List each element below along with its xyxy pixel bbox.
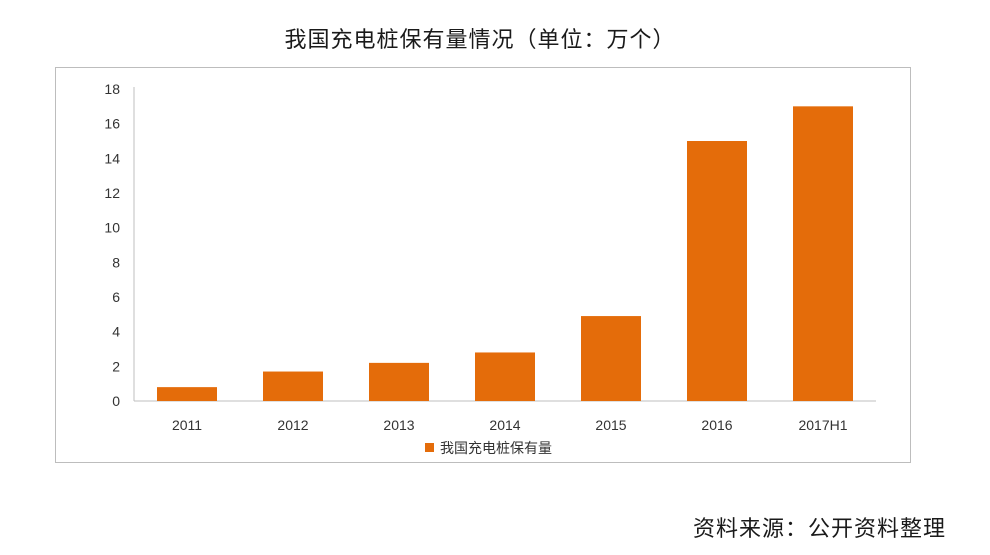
bar <box>793 106 853 402</box>
bar <box>581 316 641 401</box>
y-tick-label: 2 <box>112 358 120 374</box>
legend-label: 我国充电桩保有量 <box>440 440 552 457</box>
bar <box>687 141 747 401</box>
x-tick-label: 2017H1 <box>798 417 847 433</box>
chart-frame: 0 2 4 6 8 10 12 14 16 18 2011 2012 2013 2014 2015 2016 2… <box>55 67 911 463</box>
bar <box>263 371 323 401</box>
x-tick-label: 2014 <box>489 417 520 433</box>
y-tick-label: 16 <box>104 116 120 132</box>
bar <box>369 362 429 401</box>
y-tick-label: 12 <box>104 185 120 201</box>
bar-chart: 0 2 4 6 8 10 12 14 16 18 2011 2012 2013 2014 2015 2016 2… <box>104 81 876 457</box>
legend-swatch <box>425 443 434 452</box>
y-tick-label: 0 <box>112 393 120 409</box>
x-tick-label: 2013 <box>383 417 414 433</box>
y-tick-label: 8 <box>112 254 120 270</box>
y-tick-label: 18 <box>104 81 120 97</box>
bar <box>157 387 217 401</box>
y-tick-label: 10 <box>104 220 120 236</box>
y-tick-label: 4 <box>112 324 120 340</box>
chart-title: 我国充电桩保有量情况（单位：万个） <box>284 28 676 53</box>
x-tick-label: 2012 <box>277 417 308 433</box>
bar <box>475 352 535 401</box>
x-tick-label: 2015 <box>595 417 626 433</box>
y-tick-label: 6 <box>112 289 120 305</box>
source-note: 资料来源：公开资料整理 <box>692 517 946 542</box>
y-tick-label: 14 <box>104 150 120 166</box>
x-tick-label: 2011 <box>172 417 202 433</box>
x-tick-label: 2016 <box>701 417 732 433</box>
